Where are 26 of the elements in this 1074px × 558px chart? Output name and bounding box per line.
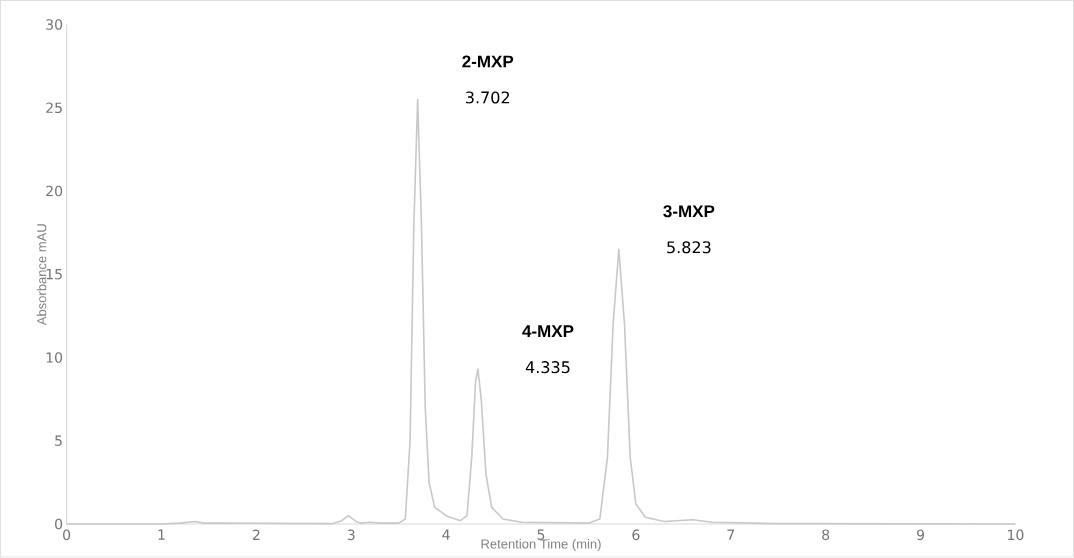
x-tick-label: 8 [822, 529, 830, 541]
y-tick-label: 5 [55, 435, 62, 447]
y-axis-title: Absorbance mAU [36, 224, 47, 326]
y-tick-label: 0 [55, 518, 63, 530]
annotation: 2-MXP [462, 55, 514, 68]
y-tick-label: 30 [46, 19, 63, 31]
x-tick-label: 3 [347, 529, 355, 541]
y-tick-label: 20 [46, 185, 63, 197]
x-tick-label: 0 [63, 529, 71, 541]
annotation: 3.702 [466, 91, 510, 104]
annotation: 3-MXP [663, 205, 715, 218]
annotation: 5.823 [667, 241, 711, 254]
x-tick-label: 1 [158, 529, 165, 540]
x-tick-label: 7 [727, 529, 735, 540]
y-tick-label: 25 [46, 102, 62, 114]
x-tick-label: 6 [632, 529, 640, 541]
y-tick-label: 10 [46, 352, 63, 364]
y-tick-label: 15 [46, 269, 62, 280]
x-tick-label: 2 [252, 529, 260, 541]
x-tick-label: 9 [916, 529, 925, 541]
x-axis-title: Retention Time (min) [481, 539, 601, 552]
annotation: 4-MXP [522, 325, 574, 338]
x-tick-label: 5 [537, 529, 545, 541]
annotation: 4.335 [525, 361, 570, 374]
x-tick-label: 10 [1008, 529, 1024, 541]
x-tick-label: 4 [442, 529, 450, 540]
